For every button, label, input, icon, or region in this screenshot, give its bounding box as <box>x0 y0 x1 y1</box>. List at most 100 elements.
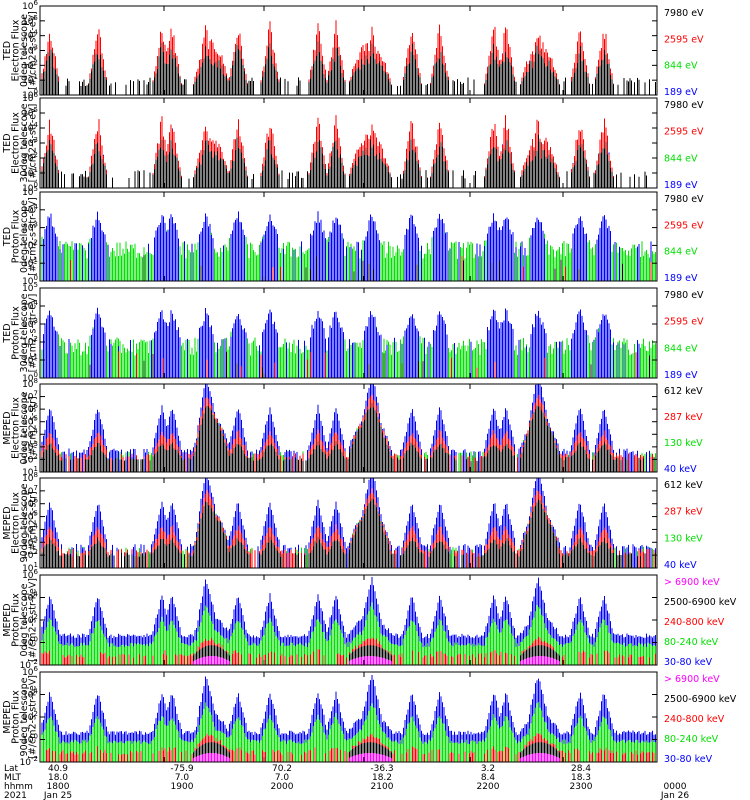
series-4-3 <box>41 318 656 378</box>
y-tick-label: 106 <box>22 665 38 678</box>
y-axis-label-line: Electron Flux <box>11 397 22 459</box>
legend-entry: 612 keV <box>664 480 703 491</box>
panel-frame <box>39 477 658 569</box>
y-tick-label: 101 <box>22 256 38 269</box>
y-tick-label: 105 <box>22 510 38 523</box>
x-tick-hhmm: 2000 <box>271 782 294 792</box>
series-7-1 <box>193 656 560 665</box>
y-tick-label: 10-2 <box>20 755 38 768</box>
x-tick-mlt: 7.0 <box>275 773 290 783</box>
y-tick-label: 106 <box>22 497 38 510</box>
legend-entry: 189 eV <box>664 180 698 191</box>
legend-entry: 844 eV <box>664 247 698 258</box>
y-tick-label: 106 <box>22 91 38 104</box>
x-tick-hhmm: 1800 <box>47 782 70 792</box>
y-axis-label-line: TED <box>2 323 13 343</box>
y-axis-label-line: Proton Flux <box>11 209 22 263</box>
y-axis-label-line: [#/cm2-s-str-eV] <box>28 104 39 183</box>
legend-entry: 844 eV <box>664 343 698 354</box>
legend-entry: 2595 eV <box>664 34 704 45</box>
legend-entry: 287 keV <box>664 507 703 518</box>
x-tick-mlt: 18.3 <box>571 773 591 783</box>
series-8-2 <box>193 742 560 762</box>
legend-entry: > 6900 keV <box>664 674 720 685</box>
legend-entry: > 6900 keV <box>664 577 720 588</box>
y-tick-label: 101 <box>22 73 38 86</box>
y-tick-label: 100 <box>22 636 38 649</box>
y-tick-label: 103 <box>22 44 38 57</box>
y-axis-label-line: MEPED <box>2 506 13 539</box>
y-tick-label: 106 <box>22 568 38 581</box>
legend-entry: 2595 eV <box>664 220 704 231</box>
y-axis-label-line: 0deg telescope <box>19 583 30 656</box>
series-6-2 <box>41 488 656 568</box>
x-row-label: hhmm <box>4 782 33 792</box>
x-tick-lat: 28.4 <box>571 764 591 774</box>
y-axis-label-line: [#/cm2-s-str-eV] <box>28 294 39 373</box>
y-axis-label-line: [#/cm2-s-str] <box>28 396 39 459</box>
legend-entry: 7980 eV <box>664 290 704 301</box>
x-tick-hhmm: 2100 <box>371 782 394 792</box>
y-tick-label: 102 <box>22 58 38 71</box>
legend-entry: 30-80 keV <box>664 754 713 765</box>
panel-frame <box>39 97 658 189</box>
y-axis-label-line: TED <box>2 133 13 153</box>
y-tick-label: 105 <box>22 415 38 428</box>
series-2-1 <box>41 135 647 188</box>
y-axis-label-line: Proton Flux <box>11 690 22 744</box>
y-axis-label-line: [#/cm2-s-str-keV] <box>28 578 39 662</box>
panel-frame <box>39 287 658 379</box>
legend-entry: 80-240 keV <box>664 637 719 648</box>
series-6-1 <box>41 498 656 568</box>
legend-entry: 240-800 keV <box>664 617 725 628</box>
y-tick-label: 102 <box>22 452 38 465</box>
y-tick-label: 103 <box>22 535 38 548</box>
y-tick-label: 104 <box>22 591 38 604</box>
y-tick-label: 103 <box>22 221 38 234</box>
series-8-5 <box>41 675 656 762</box>
y-tick-label: 106 <box>22 402 38 415</box>
y-tick-label: 102 <box>22 548 38 561</box>
legend-entry: 2500-6900 keV <box>664 597 737 608</box>
y-axis-label-line: [#/cm2-s-str-eV] <box>28 11 39 90</box>
y-tick-label: 102 <box>22 613 38 626</box>
y-tick-label: 104 <box>22 688 38 701</box>
series-7-5 <box>41 577 656 665</box>
y-axis-label-line: [#/cm2-s-str] <box>28 491 39 554</box>
y-tick-label: 106 <box>22 0 38 12</box>
x-tick-hhmm: 2300 <box>570 782 593 792</box>
series-7-4 <box>41 602 656 665</box>
x-tick-hhmm: 0000 <box>664 782 687 792</box>
y-tick-label: 102 <box>22 335 38 348</box>
y-axis-label-line: Proton Flux <box>11 306 22 360</box>
y-tick-label: 100 <box>22 181 38 194</box>
x-row-label: Lat <box>4 764 19 774</box>
y-tick-label: 10-2 <box>20 658 38 671</box>
y-axis-label-line: 0deg telescope <box>19 391 30 464</box>
legend-entry: 844 eV <box>664 153 698 164</box>
legend-entry: 7980 eV <box>664 8 704 19</box>
y-axis-label-line: 0deg telescope <box>19 14 30 87</box>
legend-entry: 40 keV <box>664 560 697 571</box>
y-tick-label: 102 <box>22 151 38 164</box>
y-axis-label-line: [#/cm2-s-str-eV] <box>28 197 39 276</box>
y-axis-label-line: 90deg telescope <box>19 483 30 562</box>
panel-frame <box>39 383 658 473</box>
x-tick-lat: -75.9 <box>170 764 194 774</box>
x-tick-mlt: 18.2 <box>372 773 392 783</box>
legend-entry: 2595 eV <box>664 127 704 138</box>
x-row-label: 2021 <box>4 791 27 800</box>
y-axis-label-line: 0deg telescope <box>19 200 30 273</box>
legend-entry: 2595 eV <box>664 317 704 328</box>
x-tick-lat: 40.9 <box>48 764 68 774</box>
legend-entry: 130 keV <box>664 438 703 449</box>
